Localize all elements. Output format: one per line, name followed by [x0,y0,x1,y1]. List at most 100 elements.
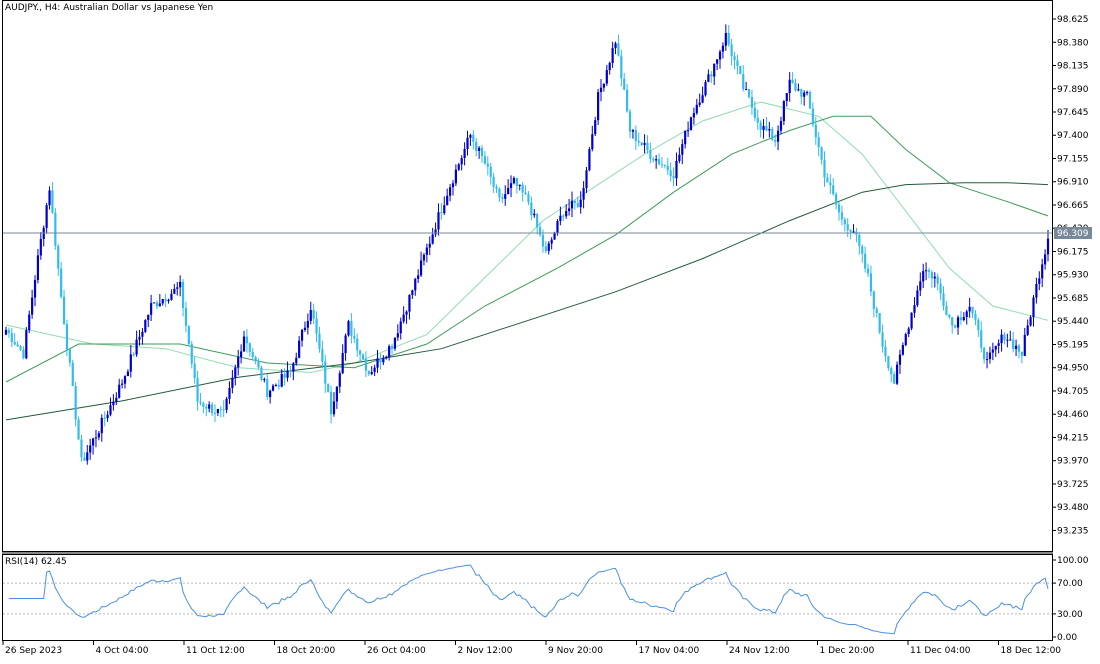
candle-body [118,384,121,398]
candle-body [106,414,109,419]
candle-body [419,260,423,276]
candle-body [608,62,611,71]
candle-body [176,287,179,289]
candle-body [800,89,803,97]
candle-body [274,384,278,386]
candle-body [434,229,437,235]
candle-body [826,177,829,183]
candle-body [681,144,684,155]
candle-body [620,55,623,79]
candle-body [547,243,550,252]
candle-body [150,303,153,315]
candle-body [765,126,768,131]
candle-body [39,239,42,256]
candle-body [991,349,994,353]
candle-body [739,66,742,75]
candle-body [936,276,939,284]
candle-body [933,276,936,279]
candle-body [570,200,574,209]
price-tick-label: 97.400 [1057,131,1089,141]
time-tick-label: 18 Dec 12:00 [1001,646,1062,656]
candle-body [791,79,794,84]
candle-body [721,45,725,52]
candle-body [872,291,875,309]
candle-body [190,344,193,364]
candle-body [530,202,533,216]
candle-body [57,245,60,269]
candle-body [1035,283,1038,298]
moving-average-fast [5,101,1049,374]
candle-body [86,452,89,461]
time-tick-label: 1 Dec 20:00 [820,646,875,656]
candle-body [544,246,547,252]
candle-body [507,187,510,195]
candle-body [277,384,280,387]
candle-body [356,338,359,351]
candle-body [68,349,71,363]
candle-body [985,359,989,361]
candle-body [553,233,556,240]
candle-body [498,188,501,198]
candle-body [135,339,138,355]
candle-body [501,197,504,199]
candle-body [19,346,22,350]
candle-body [727,32,730,45]
price-tick-label: 93.480 [1057,503,1089,513]
candle-body [840,212,844,220]
candle-body [512,177,516,184]
candle-body [164,299,167,302]
candle-body [115,397,118,402]
candle-body [295,357,298,364]
candle-body [463,149,466,158]
candle-body [820,147,823,160]
candle-body [646,142,649,151]
price-tick-label: 94.215 [1057,433,1089,443]
candle-body [582,188,585,200]
candle-body [219,408,222,410]
candle-body [431,234,434,244]
current-price-tag [1054,227,1092,239]
candle-body [234,367,237,378]
candle-body [251,351,254,358]
price-tick-label: 96.910 [1057,178,1089,188]
candle-body [797,89,800,91]
candle-body [338,373,341,387]
candle-body [329,391,333,415]
candle-body [669,170,672,177]
candle-body [344,335,347,354]
candle-body [692,113,695,118]
candle-body [440,212,443,214]
candle-body [475,141,478,151]
candle-body [980,330,983,348]
candle-body [689,117,693,131]
candle-body [1009,339,1012,341]
candle-body [750,97,754,108]
candle-body [626,89,629,112]
price-tick-label: 97.645 [1057,108,1089,118]
candle-body [126,371,130,377]
time-tick-label: 18 Oct 20:00 [277,646,336,656]
candle-body [533,213,536,216]
candle-body [832,185,835,195]
time-tick-label: 11 Dec 04:00 [910,646,971,656]
candle-body [509,183,513,188]
candle-body [324,361,327,384]
time-tick-label: 26 Sep 2023 [5,646,62,656]
candle-body [942,293,945,306]
candle-body [144,320,147,332]
candle-body [25,330,28,359]
candle-body [393,337,397,349]
candle-body [718,51,722,60]
rsi-tick-label: 100.00 [1057,556,1089,566]
candle-body [1017,345,1021,352]
candle-body [141,331,144,337]
candle-body [660,164,664,166]
candle-body [89,445,92,453]
time-axis: 26 Sep 2023 4 Oct 04:00 11 Oct 12:00 18 Oct… [2,641,1062,656]
candle-body [388,346,391,357]
price-tick-label: 97.890 [1057,85,1089,95]
price-tick-label: 94.460 [1057,410,1089,420]
candle-body [121,383,124,385]
